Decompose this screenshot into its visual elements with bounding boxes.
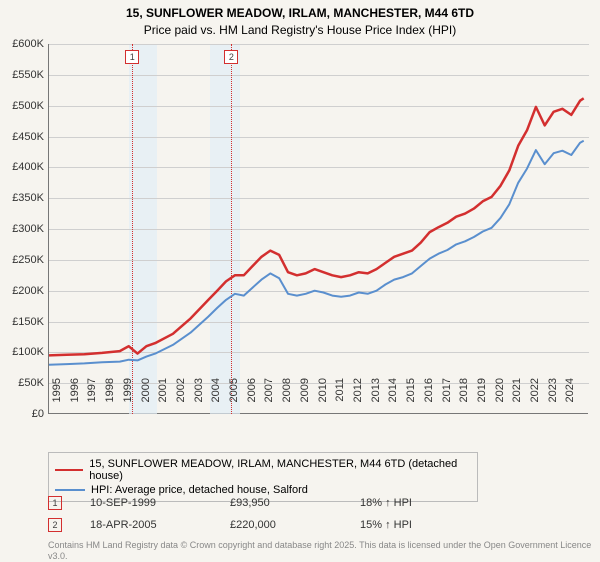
chart-title: 15, SUNFLOWER MEADOW, IRLAM, MANCHESTER,…	[0, 0, 600, 22]
x-axis-tick-label: 2023	[547, 378, 559, 418]
x-axis-tick-label: 2012	[352, 378, 364, 418]
chart-subtitle: Price paid vs. HM Land Registry's House …	[0, 22, 600, 37]
x-axis-tick-label: 1997	[86, 378, 98, 418]
price-paid-line	[49, 98, 584, 355]
y-axis-tick-label: £50K	[0, 377, 44, 389]
sale-marker-badge: 2	[224, 50, 238, 64]
sale-record-badge: 1	[48, 496, 62, 510]
attribution-text: Contains HM Land Registry data © Crown c…	[48, 540, 600, 562]
legend-label: HPI: Average price, detached house, Salf…	[91, 484, 308, 496]
line-series-svg	[49, 44, 589, 414]
y-axis-tick-label: £250K	[0, 254, 44, 266]
x-axis-tick-label: 2024	[564, 378, 576, 418]
x-axis-tick-label: 1996	[69, 378, 81, 418]
x-axis-tick-label: 2009	[299, 378, 311, 418]
x-axis-tick-label: 2008	[281, 378, 293, 418]
x-axis-tick-label: 2011	[334, 378, 346, 418]
legend-swatch	[55, 489, 85, 491]
y-axis-tick-label: £400K	[0, 161, 44, 173]
x-axis-tick-label: 2006	[246, 378, 258, 418]
sale-date: 18-APR-2005	[90, 519, 230, 531]
x-axis-tick-label: 2013	[370, 378, 382, 418]
x-axis-tick-label: 2019	[476, 378, 488, 418]
plot-area: 12 £0£50K£100K£150K£200K£250K£300K£350K£…	[48, 44, 588, 414]
x-axis-tick-label: 2014	[387, 378, 399, 418]
x-axis-tick-label: 2001	[157, 378, 169, 418]
y-axis-tick-label: £300K	[0, 223, 44, 235]
y-axis-tick-label: £600K	[0, 38, 44, 50]
x-axis-tick-label: 2018	[458, 378, 470, 418]
x-axis-tick-label: 2021	[511, 378, 523, 418]
sale-record-badge: 2	[48, 518, 62, 532]
y-axis-tick-label: £0	[0, 408, 44, 420]
sale-date: 10-SEP-1999	[90, 497, 230, 509]
y-axis-tick-label: £200K	[0, 285, 44, 297]
x-axis-tick-label: 1998	[104, 378, 116, 418]
x-axis-tick-label: 2015	[405, 378, 417, 418]
legend: 15, SUNFLOWER MEADOW, IRLAM, MANCHESTER,…	[48, 452, 478, 502]
plot-frame: 12	[48, 44, 588, 414]
x-axis-tick-label: 2020	[494, 378, 506, 418]
sale-vs-hpi: 18% ↑ HPI	[360, 497, 412, 509]
x-axis-tick-label: 2005	[228, 378, 240, 418]
legend-label: 15, SUNFLOWER MEADOW, IRLAM, MANCHESTER,…	[89, 458, 471, 482]
sale-record-row: 1 10-SEP-1999£93,95018% ↑ HPI	[48, 496, 578, 510]
sale-price: £93,950	[230, 497, 360, 509]
sale-price: £220,000	[230, 519, 360, 531]
x-axis-tick-label: 2016	[423, 378, 435, 418]
y-axis-tick-label: £350K	[0, 192, 44, 204]
x-axis-tick-label: 2002	[175, 378, 187, 418]
y-axis-tick-label: £550K	[0, 69, 44, 81]
sale-vs-hpi: 15% ↑ HPI	[360, 519, 412, 531]
sale-record-row: 2 18-APR-2005£220,00015% ↑ HPI	[48, 518, 578, 532]
x-axis-tick-label: 1999	[122, 378, 134, 418]
legend-swatch	[55, 469, 83, 472]
x-axis-tick-label: 2000	[140, 378, 152, 418]
hpi-line	[49, 141, 584, 365]
x-axis-tick-label: 2007	[263, 378, 275, 418]
x-axis-tick-label: 2022	[529, 378, 541, 418]
y-axis-tick-label: £450K	[0, 131, 44, 143]
y-axis-tick-label: £100K	[0, 346, 44, 358]
legend-item: HPI: Average price, detached house, Salf…	[55, 483, 471, 497]
x-axis-tick-label: 2017	[441, 378, 453, 418]
x-axis-tick-label: 2003	[193, 378, 205, 418]
y-axis-tick-label: £150K	[0, 316, 44, 328]
legend-item: 15, SUNFLOWER MEADOW, IRLAM, MANCHESTER,…	[55, 457, 471, 483]
chart-container: 15, SUNFLOWER MEADOW, IRLAM, MANCHESTER,…	[0, 0, 600, 560]
y-axis-tick-label: £500K	[0, 100, 44, 112]
x-axis-tick-label: 2004	[210, 378, 222, 418]
x-axis-tick-label: 2010	[317, 378, 329, 418]
x-axis-tick-label: 1995	[51, 378, 63, 418]
sale-marker-badge: 1	[125, 50, 139, 64]
